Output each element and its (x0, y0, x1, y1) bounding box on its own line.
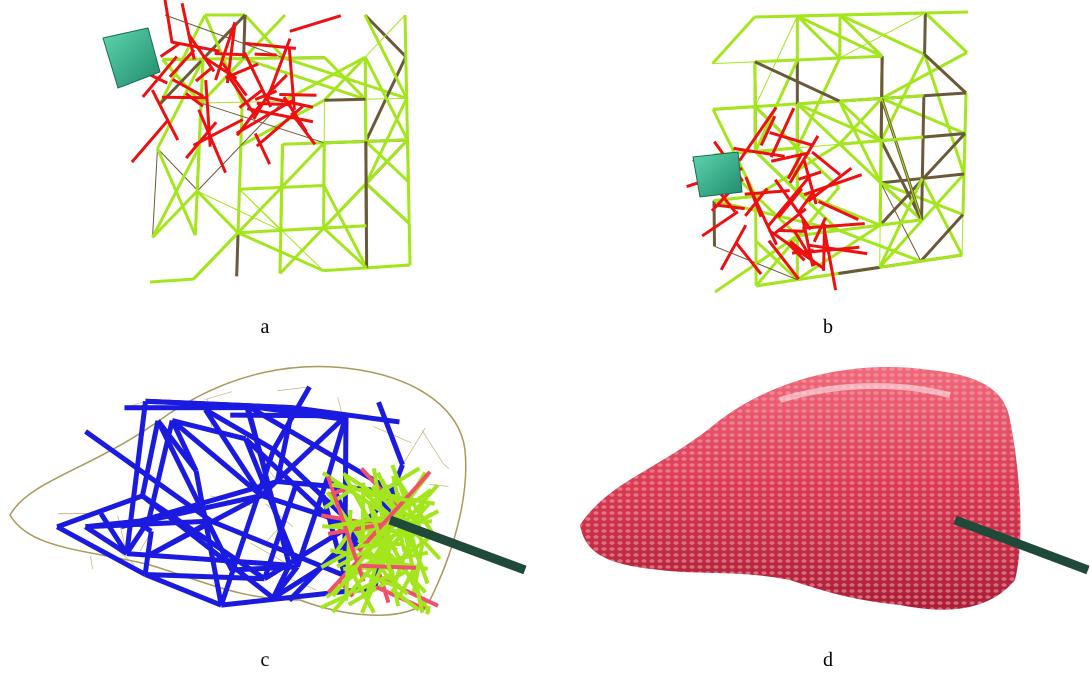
panel-label: a (261, 316, 270, 338)
surface-edge (422, 430, 443, 463)
spring (405, 15, 406, 57)
strained-spring (161, 44, 179, 57)
coarse-spring (379, 402, 403, 465)
strained-spring (255, 54, 277, 55)
spring (797, 13, 925, 16)
spring (324, 99, 365, 100)
spring (921, 215, 963, 262)
spring (282, 143, 325, 188)
spring (197, 191, 238, 233)
spring (153, 149, 158, 238)
spring (962, 215, 963, 256)
surface-edge (277, 387, 309, 391)
strained-spring (812, 152, 840, 175)
spring (797, 16, 839, 58)
spring (840, 15, 925, 54)
spring (153, 147, 200, 237)
spring (880, 255, 962, 267)
spring (366, 98, 407, 99)
spring (925, 13, 967, 53)
strained-spring (162, 97, 208, 98)
panel-label: c (261, 649, 270, 671)
spring (282, 185, 324, 187)
liver-texture (580, 367, 1020, 610)
surface-edge (205, 392, 233, 400)
strained-spring (163, 0, 172, 43)
spring (963, 93, 966, 215)
spring (324, 184, 367, 229)
tool-cube (693, 152, 742, 197)
strained-spring (721, 225, 746, 270)
spring (239, 187, 281, 189)
spring (882, 53, 967, 99)
surface-edge (430, 484, 449, 486)
strained-spring (215, 53, 246, 54)
spring (713, 17, 755, 64)
panel-label: b (823, 316, 833, 338)
strained-spring (290, 16, 341, 32)
strained-spring (702, 212, 738, 236)
spring (839, 267, 880, 273)
spring (755, 56, 882, 62)
spring (366, 184, 409, 224)
strained-spring (777, 230, 805, 231)
spring (925, 13, 926, 54)
surface-edge (443, 464, 449, 469)
spring (283, 140, 408, 144)
spring (881, 137, 923, 141)
spring (153, 191, 198, 237)
panel-label: d (823, 649, 833, 671)
strained-spring (804, 175, 861, 195)
fine-spring (427, 606, 429, 614)
spring (922, 178, 962, 255)
spring (840, 15, 882, 56)
spring (923, 134, 965, 138)
spring (408, 140, 411, 265)
spring (150, 279, 193, 282)
tool-cube (103, 28, 160, 88)
strained-spring (279, 95, 316, 96)
spring (241, 102, 242, 146)
panel-c (10, 367, 525, 616)
spring (713, 107, 755, 110)
surface-edge (90, 556, 92, 569)
spring (237, 233, 238, 277)
spring (244, 15, 245, 59)
panel-d (580, 367, 1088, 610)
spring (797, 96, 924, 104)
spring (366, 141, 367, 267)
spring (324, 228, 367, 268)
strained-spring (291, 113, 315, 144)
panel-b (687, 12, 968, 292)
coarse-spring (230, 415, 346, 416)
figure: a b c d (0, 0, 1090, 675)
panel-a (103, 0, 410, 282)
surface-edge (403, 428, 426, 465)
fine-spring (355, 565, 416, 567)
